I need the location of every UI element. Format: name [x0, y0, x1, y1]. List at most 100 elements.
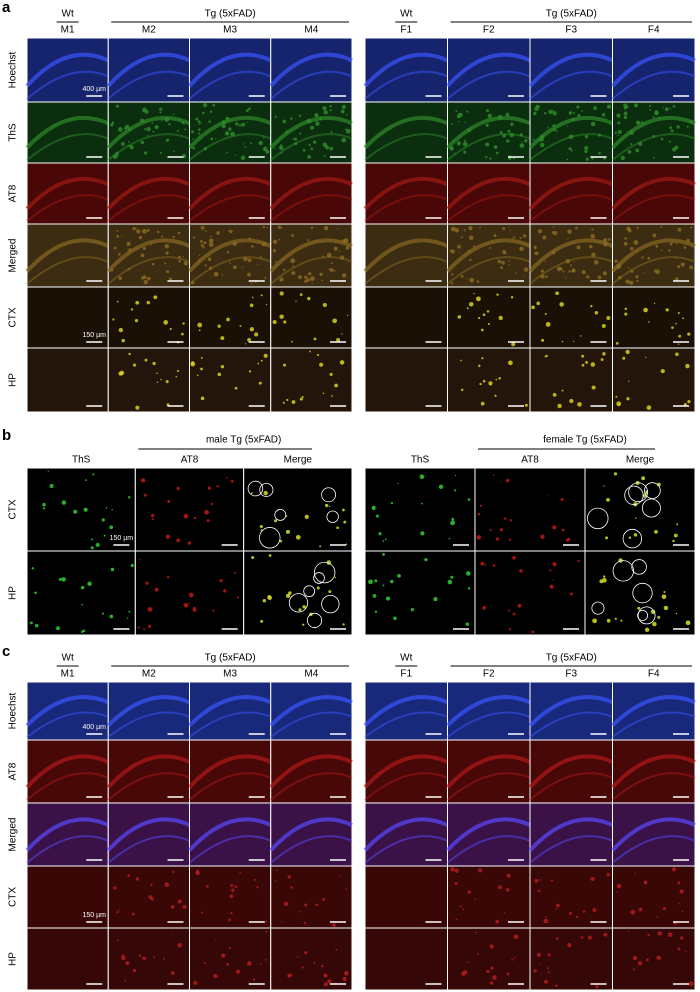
plaque: [678, 902, 681, 905]
plaque: [676, 523, 679, 526]
plaque: [689, 265, 693, 270]
plaque: [206, 519, 210, 523]
plaque: [551, 231, 555, 234]
plaque: [304, 279, 308, 283]
tissue-band: [26, 711, 109, 738]
row-label: Hoechst: [8, 692, 19, 729]
plaque: [374, 579, 378, 583]
tissue-band: [269, 695, 353, 727]
plaque: [511, 342, 516, 347]
plaque: [670, 129, 674, 133]
plaque: [170, 933, 172, 935]
plaque: [567, 537, 571, 541]
plaque: [322, 392, 325, 395]
tissue-band: [26, 772, 109, 801]
image-panel: [107, 37, 190, 103]
tissue-band: [106, 115, 191, 150]
column-label: AT8: [181, 455, 199, 466]
plaque: [90, 538, 93, 541]
plaque: [555, 908, 558, 910]
image-panel: [474, 550, 586, 636]
plaque: [646, 405, 652, 410]
plaque: [584, 145, 589, 151]
plaque: [150, 897, 154, 901]
image-tile: [107, 286, 190, 349]
plaque: [221, 124, 226, 129]
tissue-band: [269, 115, 353, 150]
plaque: [469, 278, 475, 283]
plaque: [188, 592, 194, 598]
plaque: [322, 255, 325, 258]
plaque: [175, 375, 178, 378]
plaque-circle: [259, 482, 274, 497]
plaque-circle: [247, 480, 264, 497]
plaque: [183, 261, 188, 266]
tissue-band: [270, 772, 353, 801]
tissue-band: [446, 70, 531, 100]
plaque: [480, 561, 485, 566]
plaque: [182, 255, 185, 257]
image-panel: [26, 467, 136, 552]
plaque: [141, 276, 145, 280]
plaque: [451, 273, 454, 276]
plaque: [496, 293, 499, 296]
image-panel: [529, 927, 613, 991]
plaque: [303, 922, 307, 925]
plaque: [669, 242, 673, 246]
plaque: [524, 139, 528, 143]
plaque: [675, 322, 677, 325]
plaque: [547, 126, 549, 129]
plaque: [251, 556, 255, 560]
tissue-band: [270, 256, 353, 285]
plaque: [638, 907, 643, 912]
wt-label: Wt: [62, 9, 74, 20]
plaque: [633, 968, 636, 971]
plaque: [502, 227, 506, 230]
plaque: [111, 508, 113, 511]
plaque: [105, 506, 108, 509]
image-tile: [474, 467, 586, 552]
plaque: [144, 358, 148, 362]
plaque: [156, 381, 159, 384]
plaque: [570, 592, 573, 596]
plaque: [620, 155, 625, 161]
plaque: [614, 259, 618, 263]
plaque: [451, 226, 456, 232]
plaque: [438, 484, 444, 490]
plaque: [236, 969, 241, 974]
plaque: [668, 249, 671, 252]
plaque: [128, 145, 130, 147]
image-panel: [26, 927, 109, 991]
image-tile: [363, 681, 449, 741]
plaque: [602, 352, 606, 356]
plaque: [274, 147, 276, 150]
plaque: [600, 358, 604, 361]
plaque: [629, 130, 634, 135]
plaque: [165, 138, 170, 142]
row-label: Merged: [8, 239, 19, 273]
plaque: [519, 569, 523, 573]
plaque: [636, 279, 639, 283]
plaque-circle: [313, 572, 325, 584]
plaque: [627, 930, 630, 932]
tissue-band: [106, 695, 191, 727]
plaque: [334, 383, 338, 388]
plaque: [622, 356, 626, 360]
plaque: [536, 952, 541, 957]
plaque: [476, 296, 481, 302]
image-tile: [188, 223, 272, 288]
column-label: M3: [223, 669, 237, 680]
plaque: [202, 103, 208, 108]
image-panel: [134, 550, 245, 636]
plaque: [298, 114, 302, 117]
column-label: M3: [223, 25, 237, 36]
plaque: [465, 622, 470, 626]
plaque: [73, 509, 78, 514]
image-tile: [269, 739, 353, 804]
tissue-band: [269, 817, 353, 852]
row-label: Merged: [8, 818, 19, 852]
plaque: [555, 291, 559, 296]
plaque: [324, 503, 329, 508]
plaque: [182, 322, 185, 325]
plaque: [167, 500, 171, 503]
